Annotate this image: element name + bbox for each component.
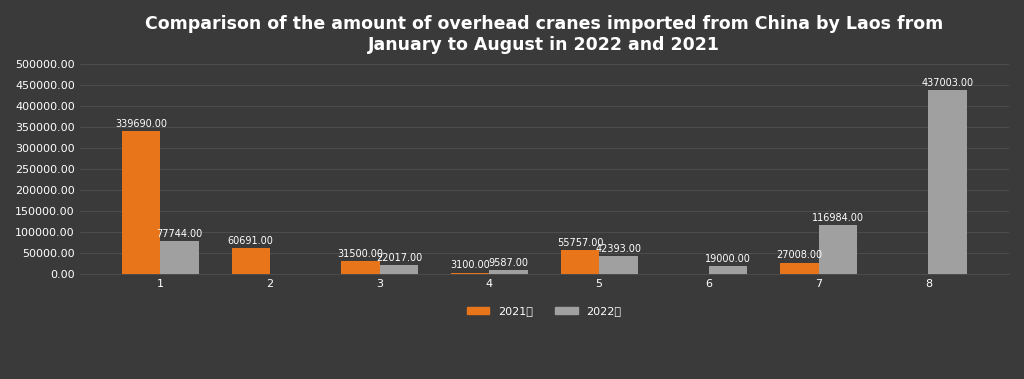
Text: 9587.00: 9587.00 (488, 258, 528, 268)
Bar (231, 248, 270, 274)
Bar (599, 256, 638, 274)
Bar (929, 90, 967, 274)
Text: 60691.00: 60691.00 (228, 236, 273, 246)
Bar (161, 241, 199, 274)
Bar (341, 261, 380, 274)
Text: 31500.00: 31500.00 (338, 249, 384, 258)
Bar (780, 263, 818, 274)
Text: 77744.00: 77744.00 (157, 229, 203, 239)
Bar (380, 265, 418, 274)
Bar (489, 270, 527, 274)
Text: 339690.00: 339690.00 (115, 119, 167, 129)
Bar (451, 273, 489, 274)
Bar (818, 225, 857, 274)
Text: 55757.00: 55757.00 (557, 238, 603, 248)
Text: 437003.00: 437003.00 (922, 78, 974, 88)
Text: 27008.00: 27008.00 (776, 251, 822, 260)
Bar (709, 266, 748, 274)
Text: 116984.00: 116984.00 (812, 213, 864, 222)
Bar (561, 251, 599, 274)
Text: 22017.00: 22017.00 (376, 252, 422, 263)
Title: Comparison of the amount of overhead cranes imported from China by Laos from
Jan: Comparison of the amount of overhead cra… (145, 15, 943, 54)
Text: 42393.00: 42393.00 (595, 244, 641, 254)
Legend: 2021年, 2022年: 2021年, 2022年 (463, 302, 626, 321)
Bar (122, 131, 161, 274)
Text: 3100.00: 3100.00 (451, 260, 490, 271)
Text: 19000.00: 19000.00 (706, 254, 751, 264)
